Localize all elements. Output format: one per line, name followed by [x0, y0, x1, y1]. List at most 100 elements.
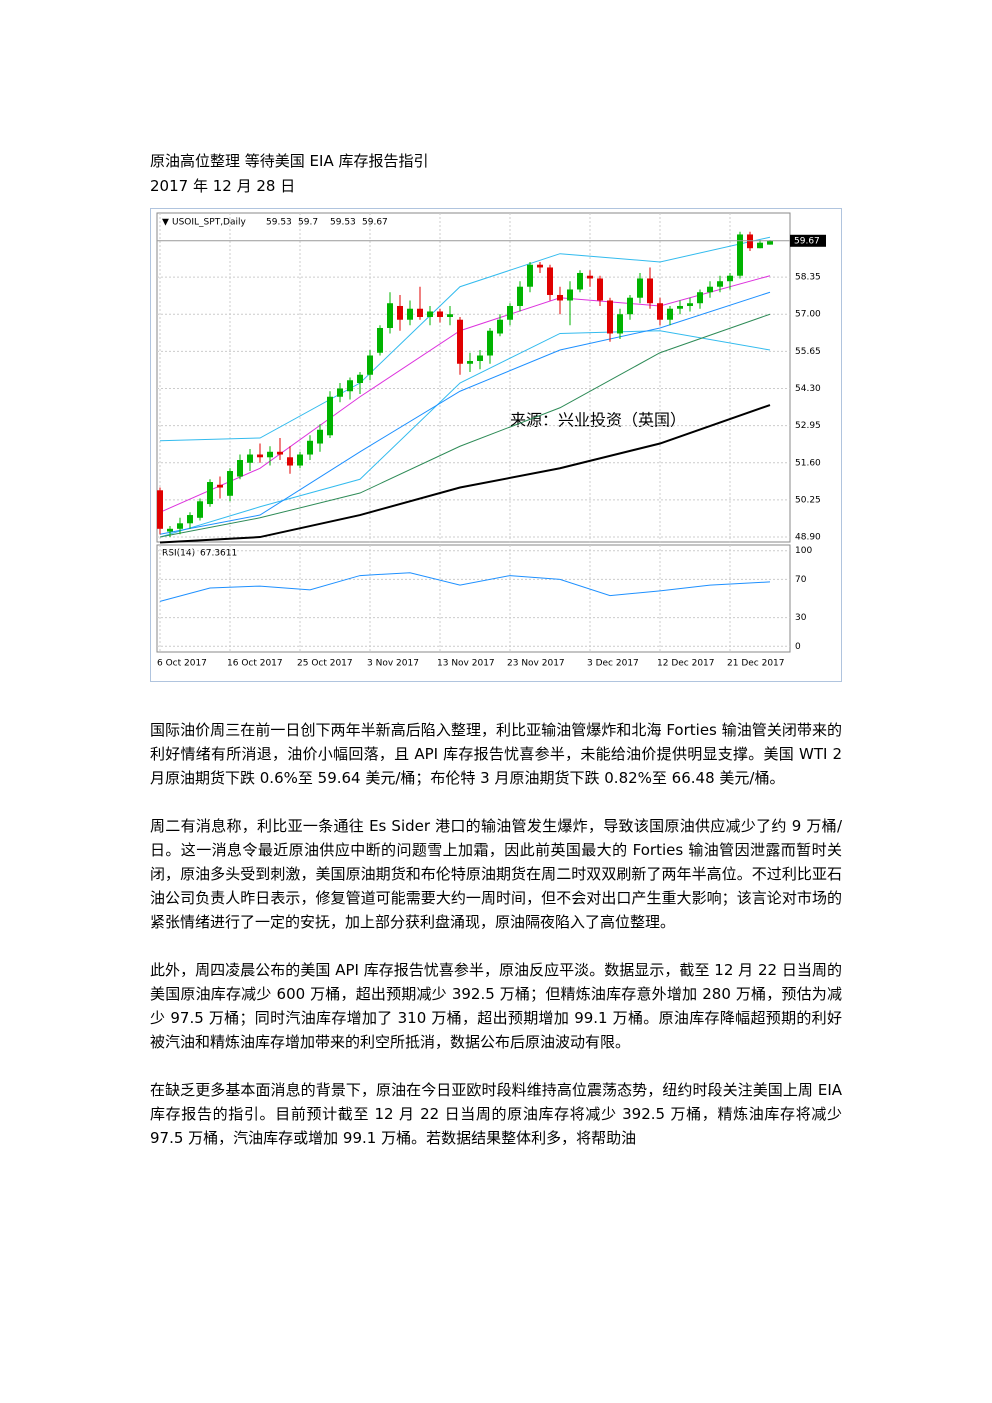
x-tick-label: 6 Oct 2017: [157, 659, 207, 669]
candle-body: [377, 327, 383, 353]
candle-body: [587, 275, 593, 279]
paragraph: 国际油价周三在前一日创下两年半新高后陷入整理，利比亚输油管爆炸和北海 Forti…: [150, 721, 842, 787]
chart: ▼ USOIL_SPT,Daily RSI(14) 来源：兴业投资（英国） 58…: [150, 208, 842, 682]
doc-title: 原油高位整理 等待美国 EIA 库存报告指引: [150, 152, 429, 170]
indicator-line: [159, 404, 771, 544]
candle-body: [477, 355, 483, 361]
candle-body: [357, 374, 363, 384]
header-ohlc: 59.7: [298, 218, 318, 228]
candle-body: [207, 482, 213, 505]
candle-body: [667, 308, 673, 320]
candle-body: [247, 454, 253, 463]
candle-body: [757, 242, 763, 249]
x-tick-label: 21 Dec 2017: [727, 659, 785, 669]
x-tick-label: 12 Dec 2017: [657, 659, 715, 669]
rsi-tick-label: 0: [795, 642, 801, 652]
header-arrow: ▼: [162, 218, 169, 228]
header-ohlc: 59.53: [330, 218, 356, 228]
candle-body: [267, 451, 273, 458]
candle-body: [507, 305, 513, 320]
body-text: 国际油价周三在前一日创下两年半新高后陷入整理，利比亚输油管爆炸和北海 Forti…: [150, 718, 842, 1174]
candle-body: [217, 484, 223, 488]
x-tick-label: 25 Oct 2017: [297, 659, 353, 669]
candle-body: [717, 281, 723, 287]
price-tag: [790, 234, 826, 247]
y-tick-label: 48.90: [795, 533, 821, 543]
price-tag-label: 59.67: [794, 236, 820, 246]
candle-body: [487, 330, 493, 356]
paragraph: 周二有消息称，利比亚一条通往 Es Sider 港口的输油管发生爆炸，导致该国原…: [150, 817, 842, 931]
candle-body: [447, 314, 453, 317]
candle-body: [697, 292, 703, 304]
symbol: USOIL_SPT,Daily: [172, 218, 246, 228]
rsi-tick-label: 70: [795, 575, 807, 585]
candle-body: [647, 278, 653, 304]
rsi-tick-label: 30: [795, 613, 807, 623]
candle-body: [497, 319, 503, 334]
candle-body: [327, 396, 333, 436]
candle-body: [527, 264, 533, 287]
candle-body: [367, 355, 373, 375]
candle-body: [467, 360, 473, 364]
annotation: 来源：兴业投资（英国）: [510, 411, 686, 430]
header-ohlc: 59.53: [266, 218, 292, 228]
candle-body: [437, 311, 443, 317]
candle-body: [517, 286, 523, 306]
candle-body: [577, 272, 583, 290]
doc-date: 2017 年 12 月 28 日: [150, 177, 296, 195]
candle-body: [747, 234, 753, 249]
x-tick-label: 13 Nov 2017: [437, 659, 495, 669]
candle-body: [617, 314, 623, 334]
candle-body: [657, 303, 663, 320]
paragraph: 此外，周四凌晨公布的美国 API 库存报告忧喜参半，原油反应平淡。数据显示，截至…: [150, 961, 842, 1051]
candle-body: [677, 305, 683, 309]
candle-body: [197, 501, 203, 518]
candle-body: [627, 297, 633, 315]
candle-body: [397, 305, 403, 320]
candle-body: [457, 319, 463, 364]
candle-body: [537, 264, 543, 268]
candle-body: [417, 308, 423, 317]
indicator-line: [159, 572, 771, 602]
candle-body: [317, 429, 323, 444]
y-tick-label: 51.60: [795, 458, 821, 468]
candle-body: [687, 303, 693, 306]
candle-body: [177, 523, 183, 529]
x-tick-label: 23 Nov 2017: [507, 659, 565, 669]
candle-body: [567, 289, 573, 301]
indicator-line: [159, 291, 771, 535]
candle-body: [257, 454, 263, 458]
candle-body: [167, 528, 173, 532]
y-tick-label: 54.30: [795, 384, 821, 394]
main-panel: [156, 212, 791, 543]
rsi-label: RSI(14): [162, 549, 195, 559]
candle-body: [337, 388, 343, 397]
candle-body: [607, 300, 613, 334]
x-tick-label: 3 Nov 2017: [367, 659, 419, 669]
x-tick-label: 3 Dec 2017: [587, 659, 639, 669]
candle-body: [187, 515, 193, 524]
candle-body: [737, 234, 743, 276]
candle-body: [307, 440, 313, 455]
chart-frame: [150, 208, 842, 682]
x-tick-label: 16 Oct 2017: [227, 659, 283, 669]
paragraph: 在缺乏更多基本面消息的背景下，原油在今日亚欧时段料维持高位震荡态势，纽约时段关注…: [150, 1081, 842, 1147]
candle-body: [387, 303, 393, 328]
candle-body: [157, 490, 163, 529]
candle-body: [597, 278, 603, 301]
candle-body: [277, 451, 283, 455]
candle-body: [637, 278, 643, 298]
indicator-line: [159, 330, 771, 538]
indicator-line: [159, 313, 771, 538]
candle-body: [557, 294, 563, 301]
y-tick-label: 52.95: [795, 421, 821, 431]
y-tick-label: 50.25: [795, 495, 821, 505]
candle-body: [227, 471, 233, 496]
candle-body: [767, 240, 773, 245]
candle-body: [297, 454, 303, 466]
y-tick-label: 58.35: [795, 273, 821, 283]
rsi-value: 67.3611: [200, 549, 237, 559]
candle-body: [407, 308, 413, 320]
candle-body: [547, 267, 553, 295]
